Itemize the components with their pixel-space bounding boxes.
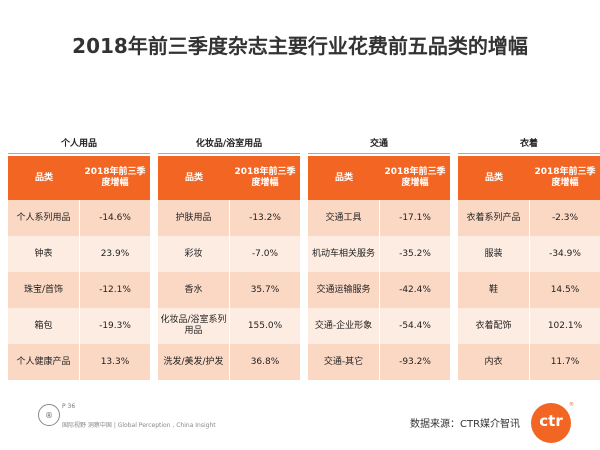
table-row: 香水 35.7% [158,272,300,308]
page-number: P 36 [62,403,76,410]
row-item: 个人健康产品 [8,344,80,380]
row-value: -13.2% [249,212,281,223]
row-value: 36.8% [250,356,280,367]
table-row: 衣着配饰 102.1% [458,308,600,344]
table-row: 机动车相关服务 -35.2% [308,236,450,272]
table-row: 彩妆 -7.0% [158,236,300,272]
row-value: 102.1% [547,320,583,331]
row-value: 155.0% [247,320,283,331]
table-row: 珠宝/首饰 -12.1% [8,272,150,308]
table-apparel: 衣着 品类 2018年前三季度增幅 衣着系列产品 -2.3% 服装 -34.9% 鞋… [458,135,600,380]
page-title: 2018年前三季度杂志主要行业花费前五品类的增幅 [72,34,528,58]
data-source: 数据来源：CTR媒介智讯 [410,419,521,430]
row-item: 交通运输服务 [308,272,380,308]
registered-badge-icon: ® [38,404,60,426]
row-value: 35.7% [250,284,280,295]
row-value: -54.4% [399,320,431,331]
row-value: 11.7% [550,356,580,367]
table-header: 品类 2018年前三季度增幅 [458,156,600,200]
table-row: 鞋 14.5% [458,272,600,308]
row-item: 内衣 [458,344,530,380]
table-row: 化妆品/浴室系列用品 155.0% [158,308,300,344]
header-category: 品类 [484,172,503,183]
row-item: 服装 [458,236,530,272]
table-transport: 交通 品类 2018年前三季度增幅 交通工具 -17.1% 机动车相关服务 -35.… [308,135,450,380]
row-item: 护肤用品 [158,200,230,236]
row-value: -19.3% [99,320,131,331]
row-value: -34.9% [549,248,581,259]
table-row: 箱包 -19.3% [8,308,150,344]
table-row: 个人健康产品 13.3% [8,344,150,380]
row-value: -12.1% [99,284,131,295]
row-value: -93.2% [399,356,431,367]
header-growth: 2018年前三季度增幅 [84,167,146,188]
row-item: 鞋 [458,272,530,308]
row-value: -7.0% [251,248,279,259]
row-item: 交通工具 [308,200,380,236]
row-value: -42.4% [399,284,431,295]
table-header: 品类 2018年前三季度增幅 [158,156,300,200]
header-category: 品类 [34,172,53,183]
category-title: 衣着 [458,135,600,154]
row-item: 衣着配饰 [458,308,530,344]
table-row: 交通-其它 -93.2% [308,344,450,380]
category-title: 个人用品 [8,135,150,154]
row-value: -35.2% [399,248,431,259]
row-value: -17.1% [399,212,431,223]
row-item: 箱包 [8,308,80,344]
table-row: 洗发/美发/护发 36.8% [158,344,300,380]
table-row: 钟表 23.9% [8,236,150,272]
row-item: 衣着系列产品 [458,200,530,236]
ctr-logo: ctr [531,403,571,443]
table-cosmetics: 化妆品/浴室用品 品类 2018年前三季度增幅 护肤用品 -13.2% 彩妆 -7.… [158,135,300,380]
table-row: 交通-企业形象 -54.4% [308,308,450,344]
table-row: 交通运输服务 -42.4% [308,272,450,308]
row-item: 钟表 [8,236,80,272]
row-value: -2.3% [551,212,579,223]
logo-text: ctr [539,412,563,430]
table-row: 护肤用品 -13.2% [158,200,300,236]
row-item: 机动车相关服务 [308,236,380,272]
category-title: 化妆品/浴室用品 [158,135,300,154]
row-item: 交通-企业形象 [308,308,380,344]
header-growth: 2018年前三季度增幅 [384,167,446,188]
row-item: 彩妆 [158,236,230,272]
row-value: -14.6% [99,212,131,223]
brand-tagline: 国际视野 洞察中国 | Global Perception , China In… [62,422,216,429]
row-item: 化妆品/浴室系列用品 [158,308,230,344]
header-growth: 2018年前三季度增幅 [534,167,596,188]
table-row: 交通工具 -17.1% [308,200,450,236]
table-personal-goods: 个人用品 品类 2018年前三季度增幅 个人系列用品 -14.6% 钟表 23.9%… [8,135,150,380]
table-row: 内衣 11.7% [458,344,600,380]
row-item: 交通-其它 [308,344,380,380]
table-row: 服装 -34.9% [458,236,600,272]
logo-registered-mark: ® [569,402,574,408]
row-item: 个人系列用品 [8,200,80,236]
header-category: 品类 [334,172,353,183]
table-header: 品类 2018年前三季度增幅 [8,156,150,200]
table-row: 个人系列用品 -14.6% [8,200,150,236]
header-growth: 2018年前三季度增幅 [234,167,296,188]
table-row: 衣着系列产品 -2.3% [458,200,600,236]
row-value: 23.9% [100,248,130,259]
row-value: 13.3% [100,356,130,367]
row-value: 14.5% [550,284,580,295]
table-header: 品类 2018年前三季度增幅 [308,156,450,200]
header-category: 品类 [184,172,203,183]
row-item: 洗发/美发/护发 [158,344,230,380]
row-item: 香水 [158,272,230,308]
category-title: 交通 [308,135,450,154]
row-item: 珠宝/首饰 [8,272,80,308]
